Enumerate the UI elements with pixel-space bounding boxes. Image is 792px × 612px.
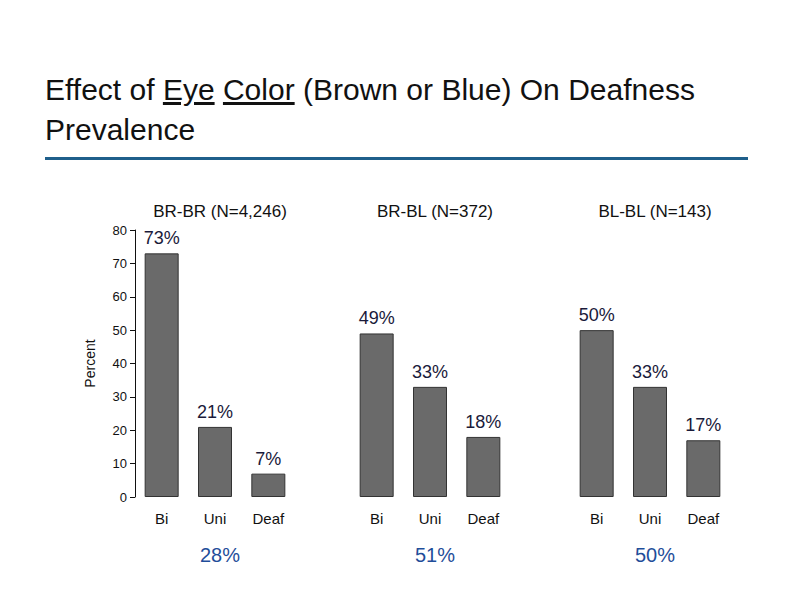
svg-text:70: 70 xyxy=(113,256,127,271)
svg-text:BR-BR (N=4,246): BR-BR (N=4,246) xyxy=(153,202,287,221)
svg-text:33%: 33% xyxy=(412,362,448,382)
svg-text:50%: 50% xyxy=(579,305,615,325)
svg-text:50: 50 xyxy=(113,323,127,338)
svg-text:Deaf: Deaf xyxy=(687,510,720,527)
svg-text:28%: 28% xyxy=(200,544,240,566)
svg-text:Deaf: Deaf xyxy=(252,510,285,527)
svg-text:BR-BL (N=372): BR-BL (N=372) xyxy=(377,202,493,221)
svg-text:Uni: Uni xyxy=(419,510,442,527)
svg-text:Bi: Bi xyxy=(155,510,168,527)
svg-text:Percent: Percent xyxy=(82,339,98,387)
svg-text:0: 0 xyxy=(120,490,127,505)
svg-text:Uni: Uni xyxy=(204,510,227,527)
svg-text:17%: 17% xyxy=(685,415,721,435)
svg-text:33%: 33% xyxy=(632,362,668,382)
svg-text:60: 60 xyxy=(113,289,127,304)
svg-text:73%: 73% xyxy=(144,228,180,248)
html-text:Prevalence: Prevalence xyxy=(45,113,196,146)
svg-text:30: 30 xyxy=(113,389,127,404)
svg-text:49%: 49% xyxy=(359,308,395,328)
svg-text:80: 80 xyxy=(113,223,127,238)
svg-text:18%: 18% xyxy=(465,412,501,432)
svg-text:Deaf: Deaf xyxy=(467,510,500,527)
svg-text:40: 40 xyxy=(113,356,127,371)
svg-text:10: 10 xyxy=(113,456,127,471)
svg-text:Bi: Bi xyxy=(590,510,603,527)
svg-text:Uni: Uni xyxy=(639,510,662,527)
svg-text:50%: 50% xyxy=(635,544,675,566)
svg-text:BL-BL (N=143): BL-BL (N=143) xyxy=(598,202,711,221)
svg-text:Bi: Bi xyxy=(370,510,383,527)
svg-text:20: 20 xyxy=(113,423,127,438)
svg-text:51%: 51% xyxy=(415,544,455,566)
svg-text:7%: 7% xyxy=(255,449,281,469)
html-text:Effect of Eye Color (Brown or: Effect of Eye Color (Brown or Blue) On D… xyxy=(45,73,695,106)
svg-text:21%: 21% xyxy=(197,402,233,422)
